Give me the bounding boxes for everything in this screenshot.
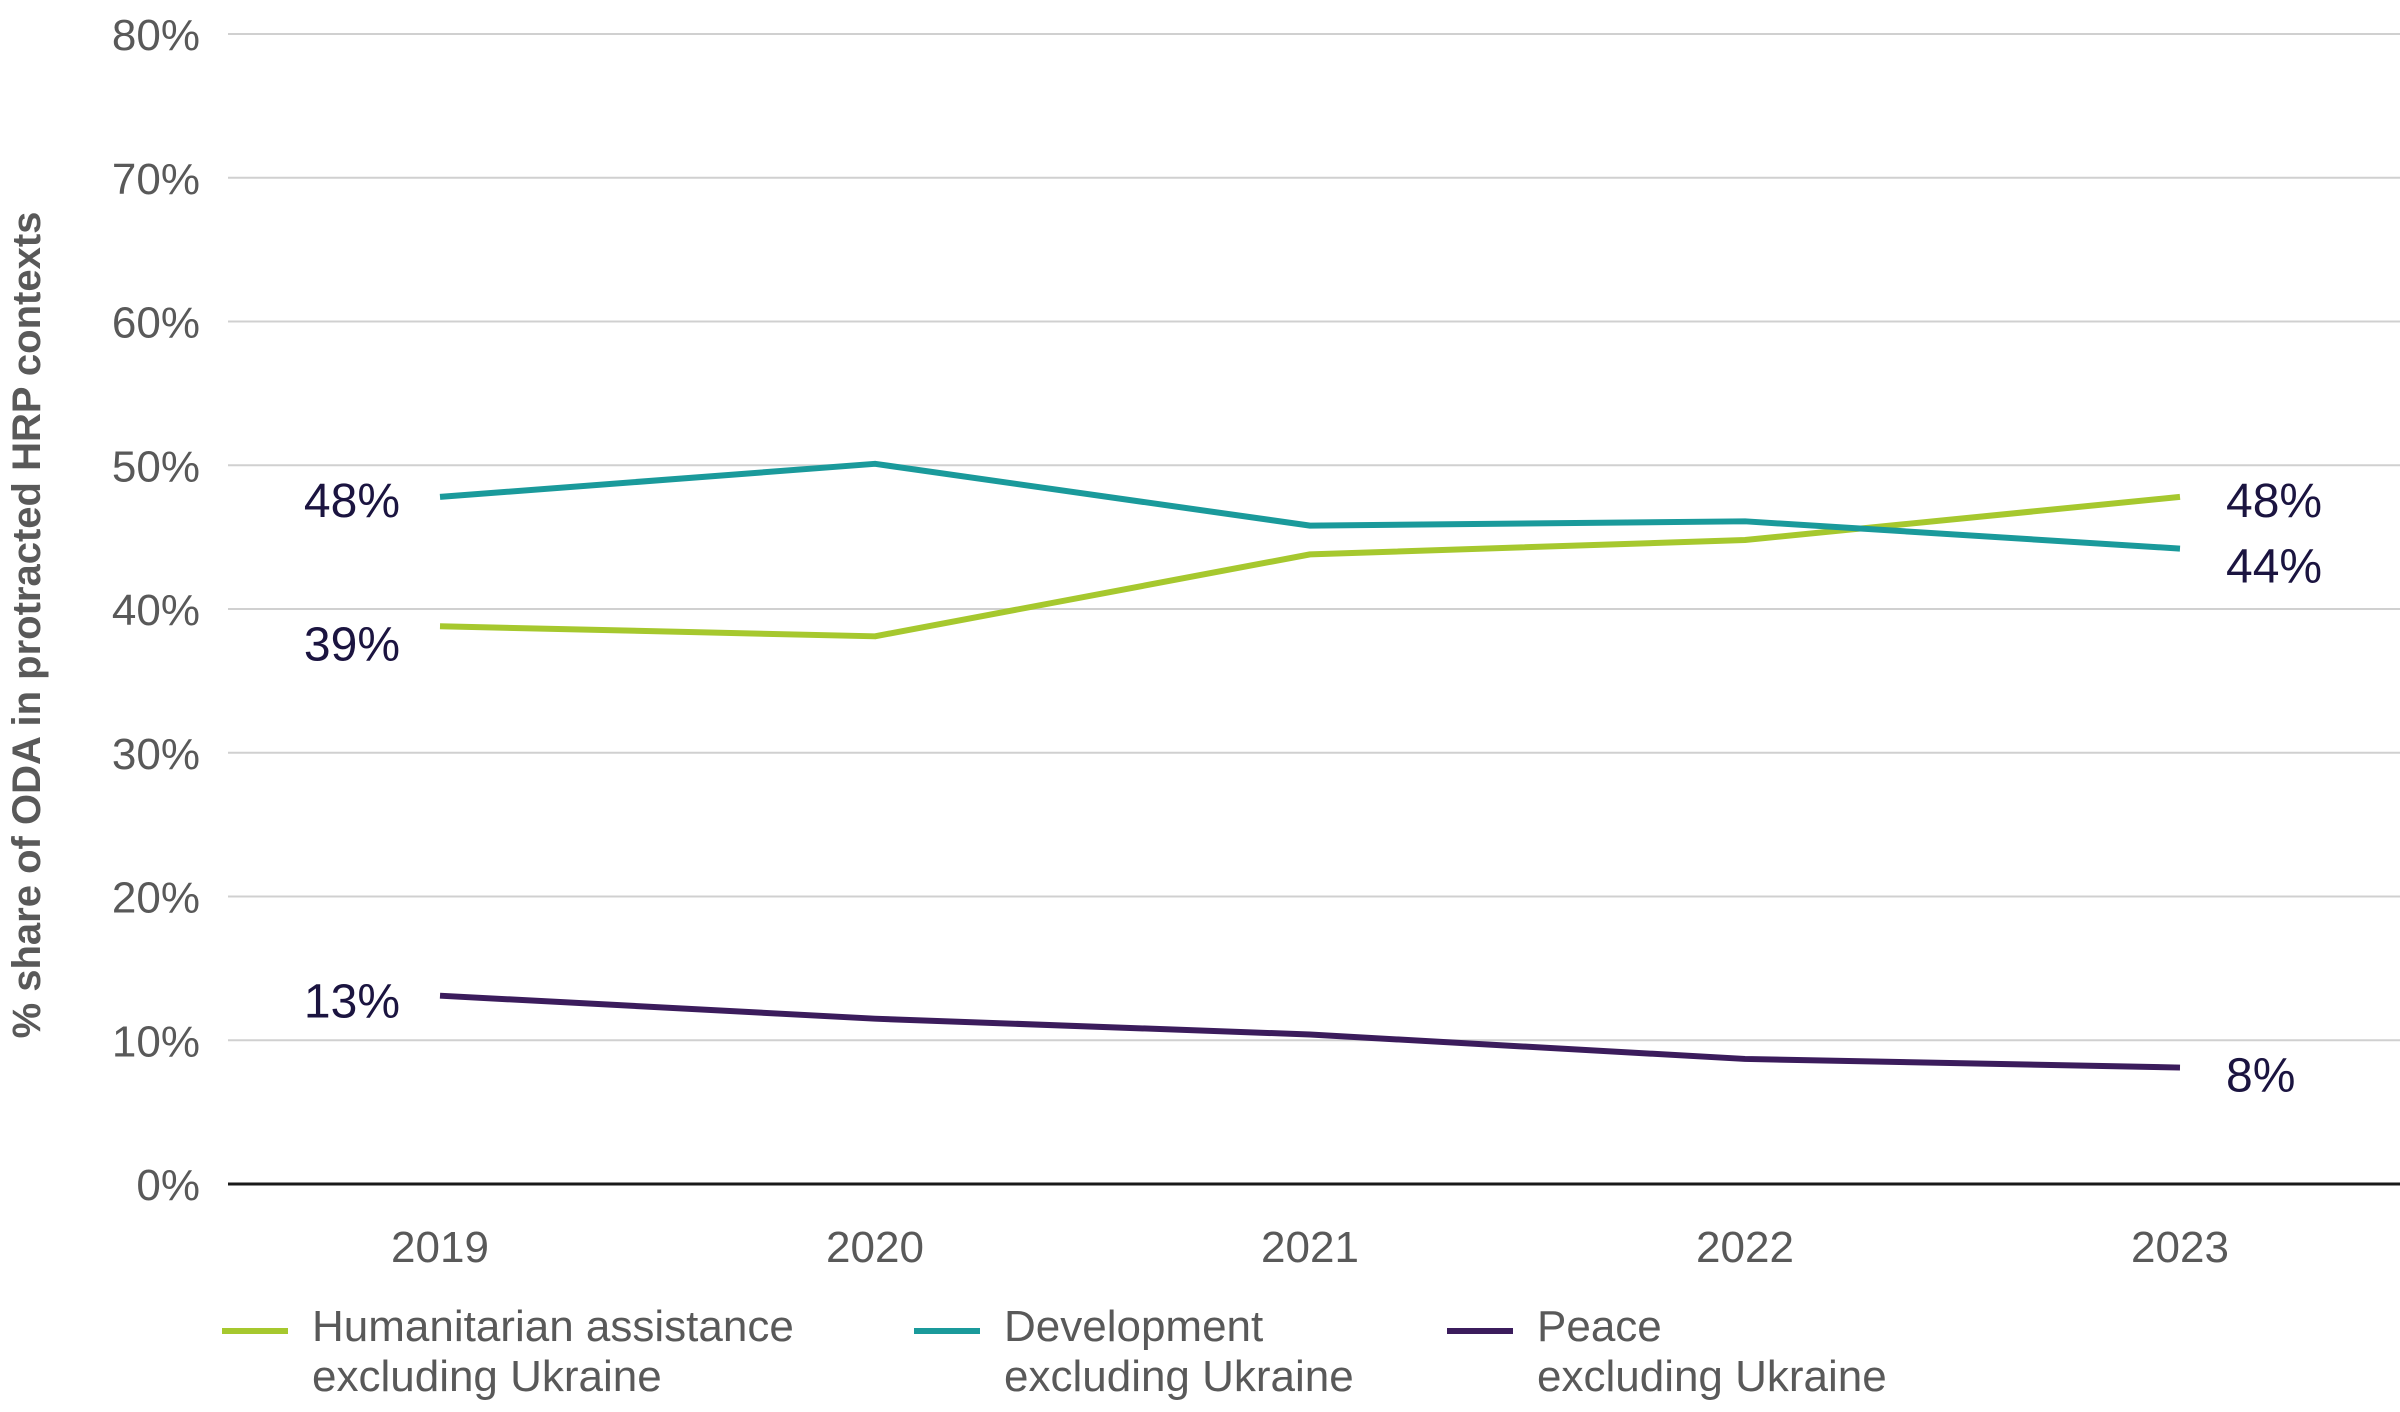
legend-swatch-humanitarian [222,1328,288,1334]
series-line [439,460,2181,552]
y-tick-label: 80% [112,11,200,60]
legend-item-development: Development excluding Ukraine [914,1302,1354,1402]
data-labels: 39% 48% 48% 44% 13% 8% [304,475,2322,1103]
x-tick-label: 2019 [391,1223,489,1272]
legend-swatch-development [914,1328,980,1334]
y-tick-label: 0% [136,1161,200,1210]
data-label: 48% [2226,475,2322,528]
y-axis-label: % share of ODA in protracted HRP context… [5,212,49,1039]
y-tick-label: 40% [112,586,200,635]
legend-label-line1: Humanitarian assistance [312,1302,794,1351]
legend-label-line2: excluding Ukraine [1004,1352,1354,1401]
x-tick-labels: 2019 2020 2021 2022 2023 [391,1223,2229,1272]
legend-label-line1: Peace [1537,1302,1662,1351]
series-line [439,992,2181,1071]
y-tick-label: 50% [112,442,200,491]
legend-swatch-peace [1447,1328,1513,1334]
data-label: 8% [2226,1050,2295,1103]
legend-label-line2: excluding Ukraine [312,1352,662,1401]
data-label: 44% [2226,541,2322,594]
data-label: 39% [304,618,400,671]
series-lines [439,460,2181,1071]
y-tick-label: 70% [112,155,200,204]
x-tick-label: 2020 [826,1223,924,1272]
series-line [439,493,2181,640]
legend-label-development: Development excluding Ukraine [1004,1302,1354,1402]
x-tick-label: 2022 [1696,1223,1794,1272]
y-tick-label: 20% [112,874,200,923]
data-label: 48% [304,475,400,528]
legend-label-peace: Peace excluding Ukraine [1537,1302,1887,1402]
y-tick-label: 30% [112,730,200,779]
x-tick-label: 2021 [1261,1223,1359,1272]
data-label: 13% [304,976,400,1029]
y-tick-label: 10% [112,1017,200,1066]
legend-item-humanitarian: Humanitarian assistance excluding Ukrain… [222,1302,794,1402]
y-tick-label: 60% [112,299,200,348]
legend-item-peace: Peace excluding Ukraine [1447,1302,1887,1402]
legend-label-line2: excluding Ukraine [1537,1352,1887,1401]
legend-label-line1: Development [1004,1302,1264,1351]
y-tick-labels: 0% 10% 20% 30% 40% 50% 60% 70% 80% [112,11,200,1210]
legend-label-humanitarian: Humanitarian assistance excluding Ukrain… [312,1302,794,1402]
gridlines [228,33,2400,1186]
x-tick-label: 2023 [2131,1223,2229,1272]
